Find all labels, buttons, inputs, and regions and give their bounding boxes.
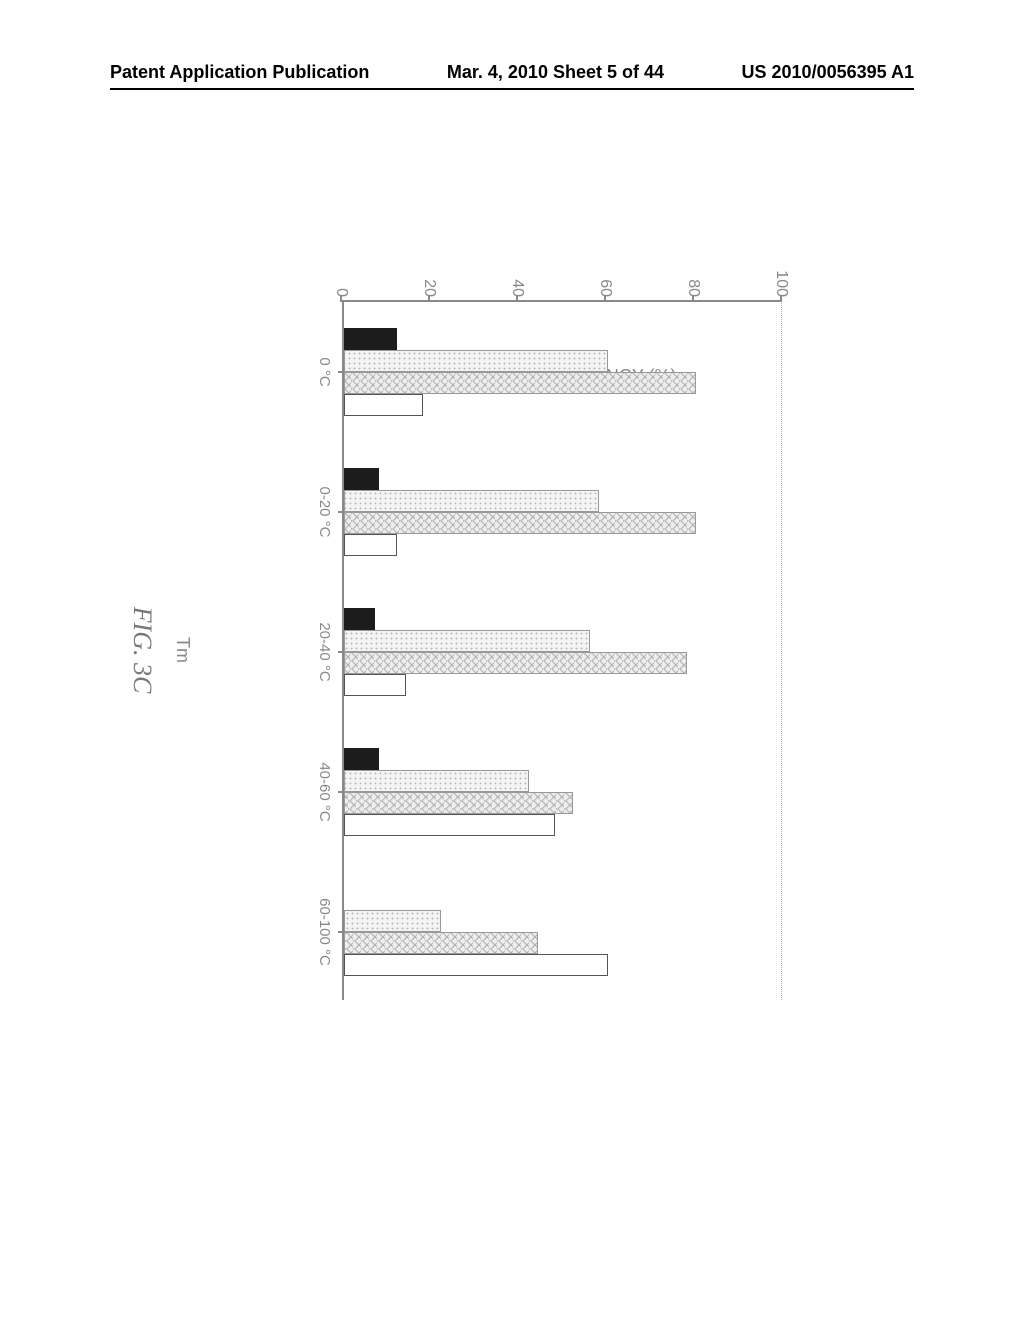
bar-group: 0 °C [344,302,781,442]
y-tick-mark [340,296,342,302]
bar [344,468,379,490]
y-tick-label: 0 [332,257,350,297]
y-tick-label: 80 [684,257,702,297]
header-center: Mar. 4, 2010 Sheet 5 of 44 [447,62,664,83]
bar [344,932,538,954]
y-tick-label: 20 [420,257,438,297]
bar-chart: FUNCTIONAL CLASS FREQUENCY (%) 020406080… [232,240,792,1060]
x-axis-label: Tm [172,300,193,1000]
y-tick-label: 40 [508,257,526,297]
x-tick-label: 20-40 °C [316,622,333,681]
x-tick-label: 0-20 °C [316,486,333,537]
bar-group: 40-60 °C [344,722,781,862]
header-rule [110,88,914,90]
bar [344,608,375,630]
x-tick-label: 0 °C [316,357,333,386]
bar [344,534,397,556]
header-left: Patent Application Publication [110,62,369,83]
y-tick-label: 100 [772,257,790,297]
figure-region: FUNCTIONAL CLASS FREQUENCY (%) 020406080… [110,120,914,1180]
bar [344,328,397,350]
bar [344,792,573,814]
patent-header: Patent Application Publication Mar. 4, 2… [0,62,1024,83]
bar-group: 60-100 °C [344,862,781,1002]
bar [344,748,379,770]
bar [344,630,590,652]
bar [344,674,406,696]
bar [344,814,555,836]
bar [344,910,441,932]
bar [344,372,696,394]
bar-group: 0-20 °C [344,442,781,582]
plot-area: 0204060801000 °C0-20 °C20-40 °C40-60 °C6… [342,300,782,1000]
bar [344,394,423,416]
x-tick-label: 60-100 °C [316,898,333,966]
bar-group: 20-40 °C [344,582,781,722]
y-tick-label: 60 [596,257,614,297]
bar [344,350,608,372]
bar [344,490,599,512]
figure-caption: FIG. 3C [127,607,157,694]
bar [344,770,529,792]
bar [344,512,696,534]
bar [344,954,608,976]
x-tick-label: 40-60 °C [316,762,333,821]
header-right: US 2010/0056395 A1 [742,62,914,83]
bar [344,652,687,674]
